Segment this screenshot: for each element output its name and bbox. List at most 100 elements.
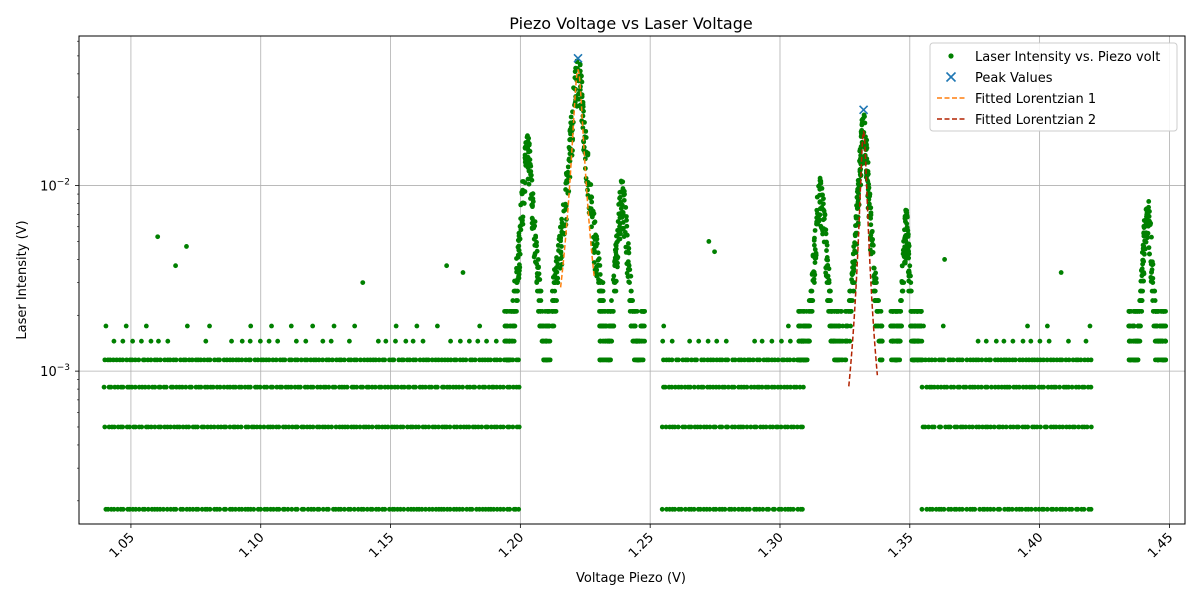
data-point — [136, 506, 142, 512]
data-point — [294, 506, 300, 512]
data-point — [800, 384, 806, 390]
data-point — [554, 298, 559, 303]
data-point — [615, 264, 620, 270]
data-point — [426, 424, 432, 430]
data-point — [899, 298, 904, 303]
data-point — [133, 506, 139, 512]
data-point — [785, 323, 791, 329]
data-point — [623, 205, 629, 210]
data-point — [328, 338, 334, 344]
data-point — [996, 384, 1001, 390]
data-point — [155, 234, 161, 240]
data-point — [930, 506, 935, 512]
data-point — [979, 357, 985, 363]
data-point — [573, 65, 579, 71]
data-point — [395, 384, 401, 390]
data-point — [103, 323, 109, 329]
data-point — [922, 424, 928, 430]
data-point — [740, 506, 746, 512]
data-point — [1037, 338, 1043, 344]
data-point — [163, 384, 169, 390]
data-point — [752, 338, 758, 344]
data-point — [1083, 338, 1089, 344]
data-point — [523, 163, 529, 168]
data-point — [1163, 338, 1168, 344]
data-point — [1150, 275, 1156, 281]
data-point — [1139, 266, 1145, 272]
data-point — [221, 384, 227, 390]
data-point — [1007, 384, 1012, 390]
data-point — [157, 506, 163, 512]
data-point — [850, 280, 856, 285]
data-point — [824, 257, 830, 262]
data-point — [797, 357, 803, 363]
data-point — [781, 357, 787, 363]
data-point — [678, 506, 684, 512]
data-point — [579, 79, 585, 85]
data-point — [923, 357, 928, 363]
data-point — [195, 506, 201, 512]
data-point — [516, 424, 522, 430]
data-point — [1020, 338, 1026, 344]
data-point — [871, 265, 877, 271]
data-point — [1012, 357, 1018, 363]
data-point — [248, 384, 253, 390]
data-point — [510, 298, 516, 303]
data-point — [247, 338, 253, 344]
data-point — [615, 219, 621, 224]
data-point — [142, 384, 148, 390]
data-point — [419, 506, 425, 512]
data-point — [507, 506, 513, 512]
data-point — [526, 149, 531, 155]
data-point — [145, 506, 151, 512]
data-point — [778, 384, 784, 390]
data-point — [559, 220, 565, 226]
data-point — [613, 278, 619, 284]
data-point — [722, 384, 728, 390]
data-point — [506, 424, 512, 430]
data-point — [766, 506, 772, 512]
data-point — [870, 250, 876, 255]
data-point — [533, 242, 539, 248]
data-point — [826, 266, 832, 272]
data-point — [310, 323, 316, 329]
data-point — [494, 357, 500, 363]
data-point — [333, 424, 339, 430]
data-point — [852, 240, 857, 246]
data-point — [369, 424, 375, 430]
data-point — [120, 384, 126, 390]
data-point — [247, 357, 253, 363]
data-point — [523, 145, 529, 151]
data-point — [820, 231, 825, 237]
data-point — [616, 231, 622, 236]
data-point — [1025, 424, 1031, 430]
data-point — [251, 506, 257, 512]
data-point — [526, 140, 532, 146]
legend: Laser Intensity vs. Piezo volt Peak Valu… — [929, 42, 1178, 132]
data-point — [423, 384, 428, 390]
data-point — [501, 506, 506, 512]
data-point — [531, 225, 537, 231]
data-point — [410, 338, 416, 344]
data-point — [899, 278, 905, 284]
data-point — [1006, 357, 1012, 363]
data-point — [564, 180, 570, 185]
data-point — [747, 357, 753, 363]
data-point — [310, 384, 316, 390]
data-point — [201, 424, 207, 430]
data-point — [469, 506, 475, 512]
data-point — [609, 308, 615, 314]
fit-curve-2 — [848, 130, 879, 387]
data-point — [817, 178, 823, 184]
data-point — [436, 357, 441, 363]
data-point — [691, 506, 697, 512]
data-point — [744, 424, 750, 430]
data-point — [716, 384, 722, 390]
data-point — [326, 506, 331, 512]
data-point — [289, 506, 295, 512]
data-point — [1032, 384, 1037, 390]
data-point — [916, 308, 922, 314]
data-point — [1075, 506, 1081, 512]
data-point — [804, 308, 809, 314]
data-point — [842, 357, 848, 363]
